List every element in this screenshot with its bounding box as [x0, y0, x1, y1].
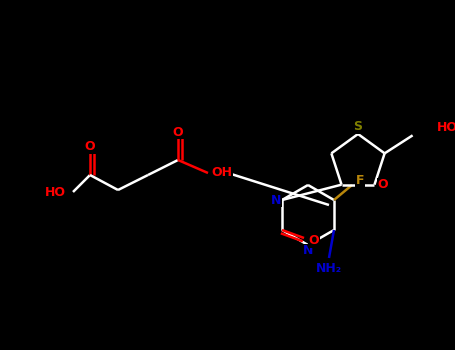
Text: S: S	[354, 120, 363, 133]
Text: NH₂: NH₂	[316, 261, 342, 274]
Text: HO: HO	[45, 186, 66, 198]
Text: O: O	[377, 178, 388, 191]
Text: O: O	[308, 234, 319, 247]
Text: O: O	[173, 126, 183, 139]
Text: OH: OH	[212, 167, 233, 180]
Text: O: O	[85, 140, 95, 154]
Text: F: F	[356, 174, 364, 187]
Text: N: N	[271, 194, 281, 206]
Text: N: N	[303, 245, 313, 258]
Text: HO: HO	[437, 121, 455, 134]
